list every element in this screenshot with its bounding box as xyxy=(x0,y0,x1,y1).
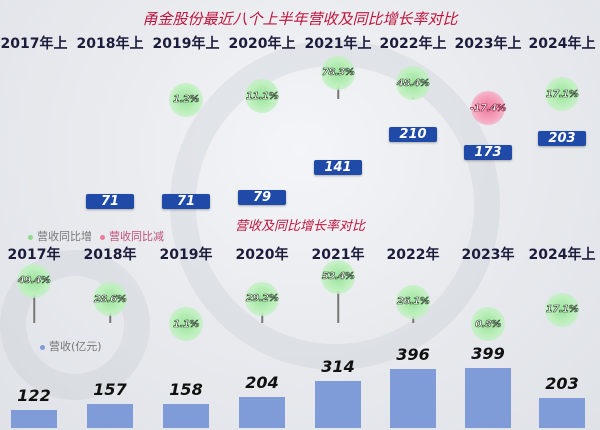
category-label: 2024年上 xyxy=(528,36,596,52)
growth-bubble: 1.1% xyxy=(169,307,203,341)
growth-bubble: 28.6% xyxy=(93,282,127,317)
legend-dot-icon xyxy=(100,234,105,240)
revenue-bar xyxy=(539,397,585,428)
legend-decrease-label: 营收同比减 xyxy=(109,230,164,243)
growth-rate-label: 78.3% xyxy=(321,67,355,79)
growth-bubble: 11.1% xyxy=(245,79,279,114)
revenue-value-label: 203 xyxy=(545,373,579,393)
growth-bubble: 26.1% xyxy=(396,284,430,319)
bottom-chart-title: 营收及同比增长率对比 xyxy=(234,219,365,234)
growth-bubble: 53.4% xyxy=(321,259,355,294)
growth-rate-label: -17.4% xyxy=(470,102,507,114)
revenue-label-box: 210 xyxy=(389,127,437,143)
revenue-label-box: 141 xyxy=(314,160,362,176)
revenue-bar xyxy=(465,368,511,428)
legend-revenue: 营收(亿元) xyxy=(40,338,102,354)
category-label: 2018年 xyxy=(83,247,137,263)
revenue-bar xyxy=(390,368,436,428)
revenue-label-box: 71 xyxy=(162,193,210,209)
top-chart-title: 甬金股份最近八个上半年营收及同比增长率对比 xyxy=(142,10,458,28)
growth-bubble: 49.4% xyxy=(17,263,51,298)
background-coil xyxy=(170,40,500,370)
revenue-bar xyxy=(163,404,209,428)
legend-increase: 营收同比增 xyxy=(28,228,92,244)
legend-dot-icon xyxy=(40,344,45,350)
category-label: 2022年 xyxy=(386,247,440,263)
legend-revenue-label: 营收(亿元) xyxy=(49,340,102,353)
growth-bubble: 29.2% xyxy=(245,281,279,316)
revenue-bar xyxy=(315,380,361,428)
revenue-value-label: 204 xyxy=(245,373,279,393)
growth-stem xyxy=(337,276,339,323)
revenue-label-box: 173 xyxy=(464,144,512,160)
category-label: 2023年 xyxy=(461,247,515,263)
revenue-value-label: 158 xyxy=(169,380,203,400)
category-label: 2022年上 xyxy=(379,36,447,52)
revenue-label-box: 203 xyxy=(538,130,586,146)
category-label: 2020年上 xyxy=(228,36,296,52)
revenue-value-label: 157 xyxy=(93,380,127,400)
revenue-bar xyxy=(87,404,133,428)
growth-rate-label: 17.1% xyxy=(545,304,579,316)
growth-rate-label: 11.1% xyxy=(245,90,279,102)
growth-rate-label: 17.1% xyxy=(545,88,579,100)
growth-rate-label: 26.1% xyxy=(396,296,430,308)
category-label: 2019年 xyxy=(159,247,213,263)
revenue-bar xyxy=(239,397,285,428)
growth-rate-label: 1.2% xyxy=(173,94,200,106)
growth-bubble: -17.4% xyxy=(470,91,507,125)
revenue-label-box: 71 xyxy=(86,193,134,209)
category-label: 2021年 xyxy=(311,247,365,263)
revenue-value-label: 314 xyxy=(321,356,355,376)
revenue-value-label: 122 xyxy=(17,385,51,405)
growth-bubble: 48.4% xyxy=(396,66,430,101)
legend-decrease: 营收同比减 xyxy=(100,228,164,244)
category-label: 2018年上 xyxy=(76,36,144,52)
category-label: 2017年上 xyxy=(0,36,68,52)
growth-rate-label: 48.4% xyxy=(396,77,430,89)
growth-bubble: 78.3% xyxy=(321,55,355,90)
growth-rate-label: 1.1% xyxy=(173,318,200,330)
growth-bubble: 1.2% xyxy=(169,82,203,117)
category-label: 2021年上 xyxy=(304,36,372,52)
category-label: 2019年上 xyxy=(152,36,220,52)
category-label: 2023年上 xyxy=(454,36,522,52)
growth-bubble: 0.8% xyxy=(471,307,505,342)
legend-dot-icon xyxy=(28,234,33,240)
growth-rate-label: 53.4% xyxy=(321,271,355,283)
growth-rate-label: 49.4% xyxy=(17,275,51,287)
legend-increase-label: 营收同比增 xyxy=(37,230,92,243)
revenue-value-label: 396 xyxy=(396,344,430,364)
growth-rate-label: 29.2% xyxy=(245,293,279,305)
growth-rate-label: 0.8% xyxy=(475,318,502,330)
growth-bubble: 17.1% xyxy=(545,292,579,327)
growth-stem xyxy=(33,280,35,323)
revenue-value-label: 399 xyxy=(471,344,505,364)
category-label: 2024年上 xyxy=(528,247,596,263)
revenue-bar xyxy=(11,409,57,428)
category-label: 2017年 xyxy=(7,247,61,263)
growth-rate-label: 28.6% xyxy=(93,293,127,305)
revenue-label-box: 79 xyxy=(238,190,286,206)
category-label: 2020年 xyxy=(235,247,289,263)
growth-bubble: 17.1% xyxy=(545,77,579,111)
